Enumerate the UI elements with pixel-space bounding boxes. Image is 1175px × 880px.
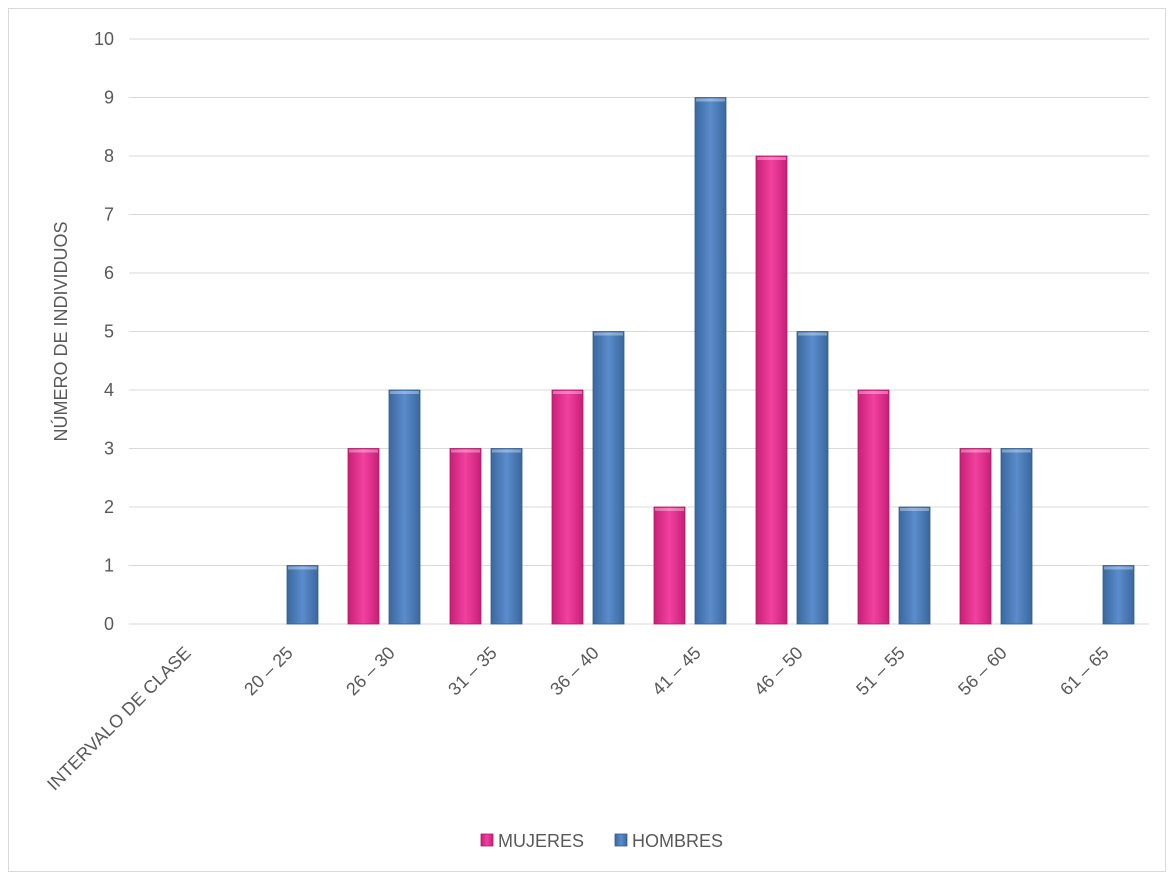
y-tick-label: 0	[104, 614, 114, 634]
x-tick-label: 46 – 50	[750, 643, 807, 700]
y-tick-label: 1	[104, 556, 114, 576]
bars	[286, 97, 1135, 625]
x-tick-label: 61 – 65	[1056, 643, 1113, 700]
bar-hombres	[898, 506, 931, 625]
legend-label: MUJERES	[498, 831, 584, 851]
y-axis-title: NÚMERO DE INDIVIDUOS	[50, 221, 71, 441]
bar-hombres	[388, 389, 421, 625]
y-tick-label: 6	[104, 263, 114, 283]
y-tick-label: 10	[94, 29, 114, 49]
y-tick-label: 5	[104, 322, 114, 342]
chart: 0 1 2 3 4 5 6 7 8 9 10 INTERVALO DE CLASE 20 – 25 26…	[43, 29, 1149, 851]
legend: MUJERES HOMBRES	[480, 831, 723, 851]
y-tick-label: 4	[104, 380, 114, 400]
bar-mujeres	[653, 506, 686, 625]
x-tick-label: 51 – 55	[852, 643, 909, 700]
bar-mujeres	[449, 448, 482, 625]
bar-hombres	[490, 448, 523, 625]
bar-hombres	[796, 331, 829, 625]
legend-swatch	[480, 833, 494, 847]
bar-mujeres	[347, 448, 380, 625]
x-tick-label: INTERVALO DE CLASE	[43, 643, 195, 795]
legend-swatch	[614, 833, 628, 847]
x-axis-ticks: INTERVALO DE CLASE 20 – 25 26 – 30 31 – 35 3…	[43, 643, 1113, 795]
x-tick-label: 36 – 40	[546, 643, 603, 700]
x-tick-label: 56 – 60	[954, 643, 1011, 700]
bar-hombres	[286, 565, 319, 625]
bar-hombres	[1102, 565, 1135, 625]
y-tick-label: 7	[104, 205, 114, 225]
bar-mujeres	[857, 389, 890, 625]
x-tick-label: 31 – 35	[444, 643, 501, 700]
legend-label: HOMBRES	[632, 831, 723, 851]
bar-mujeres	[959, 448, 992, 625]
bar-hombres	[592, 331, 625, 625]
x-tick-label: 26 – 30	[342, 643, 399, 700]
y-axis-ticks: 0 1 2 3 4 5 6 7 8 9 10	[94, 29, 114, 634]
y-tick-label: 3	[104, 439, 114, 459]
x-tick-label: 41 – 45	[648, 643, 705, 700]
legend-item-hombres: HOMBRES	[614, 831, 723, 851]
y-tick-label: 8	[104, 146, 114, 166]
y-tick-label: 2	[104, 497, 114, 517]
bar-hombres	[1000, 448, 1033, 625]
bar-hombres	[694, 97, 727, 625]
chart-frame: 0 1 2 3 4 5 6 7 8 9 10 INTERVALO DE CLASE 20 – 25 26…	[8, 8, 1166, 872]
y-tick-label: 9	[104, 88, 114, 108]
x-tick-label: 20 – 25	[240, 643, 297, 700]
gridlines	[129, 38, 1149, 625]
bar-mujeres	[755, 155, 788, 625]
legend-item-mujeres: MUJERES	[480, 831, 584, 851]
bar-mujeres	[551, 389, 584, 625]
